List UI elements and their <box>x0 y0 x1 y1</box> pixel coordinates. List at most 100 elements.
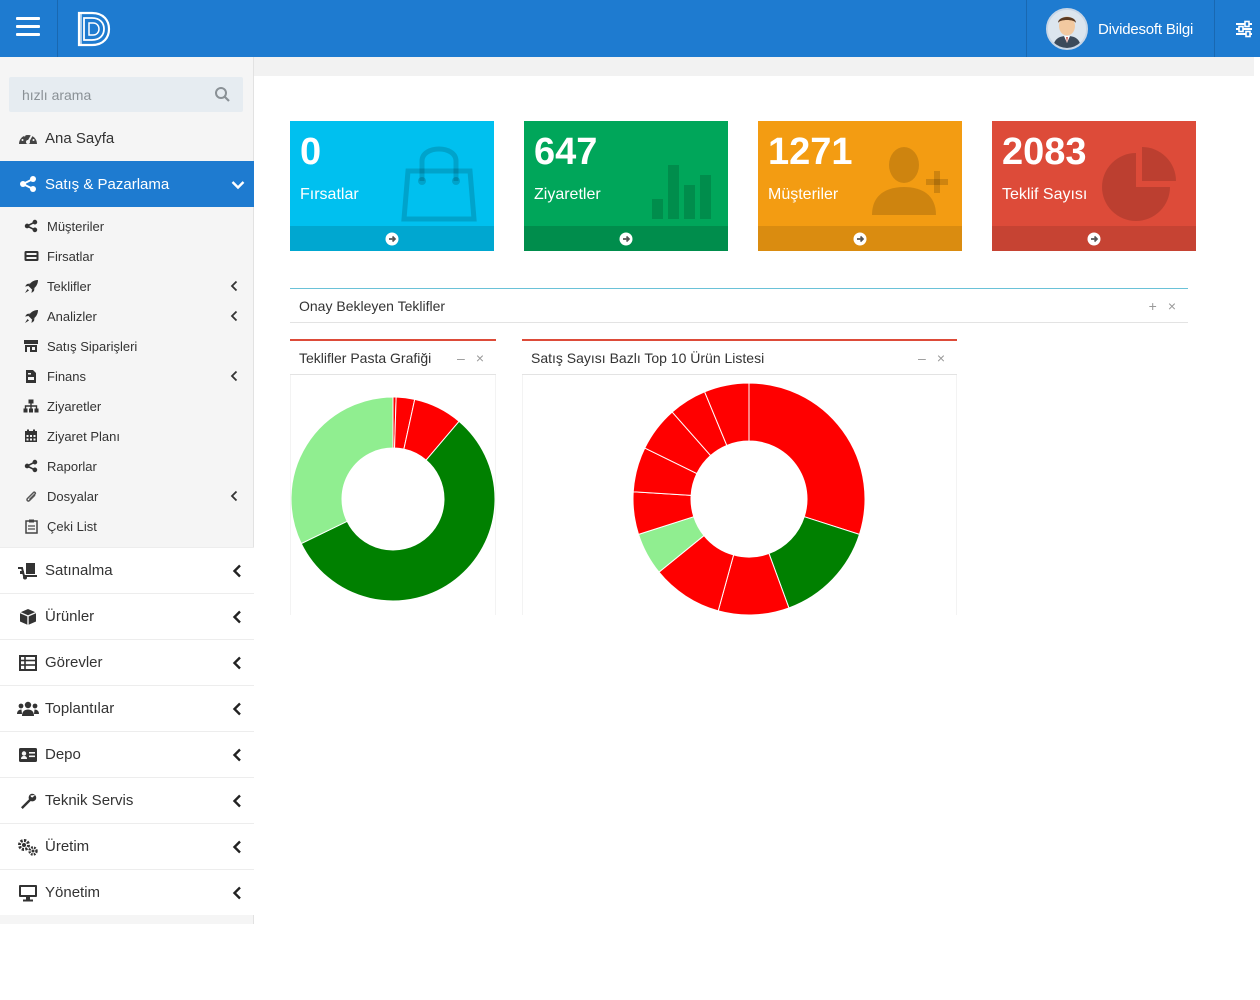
top10-products-body <box>522 375 957 616</box>
sidebar-subitem-label: Teklifler <box>47 278 92 294</box>
rocket-icon <box>23 278 39 294</box>
chevron-left-icon <box>230 370 238 382</box>
donut-slice[interactable] <box>703 382 750 447</box>
desktop-icon <box>17 883 39 903</box>
sidebar-item-label: Ürünler <box>45 608 95 625</box>
arrow-circle-right-icon <box>1087 232 1101 245</box>
dashboard-icon <box>17 128 39 148</box>
sidebar-subitem-reports[interactable]: Raporlar <box>0 451 254 481</box>
chevron-left-icon <box>232 702 241 716</box>
store-icon <box>23 338 39 354</box>
sidebar-item-products[interactable]: Ürünler <box>0 593 254 639</box>
donut-slice[interactable] <box>290 396 394 545</box>
sidebar-subitem-files[interactable]: Dosyalar <box>0 481 254 511</box>
rocket-icon <box>23 308 39 324</box>
sidebar-subitem-finance[interactable]: Finans <box>0 361 254 391</box>
user-menu[interactable]: Dividesoft Bilgi <box>1046 8 1193 50</box>
sidebar-subitem-label: Finans <box>47 368 87 384</box>
sidebar-subitem-sales-orders[interactable]: Satış Siparişleri <box>0 331 254 361</box>
chevron-left-icon <box>232 564 241 578</box>
pie-chart-icon <box>1102 147 1176 221</box>
sidebar-subitem-customers[interactable]: Müşteriler <box>0 211 254 241</box>
avatar <box>1046 8 1088 50</box>
content-header-strip <box>254 57 1254 76</box>
chevron-left-icon <box>230 280 238 292</box>
sidebar-item-tasks[interactable]: Görevler <box>0 639 254 685</box>
navbar-divider <box>57 0 58 57</box>
sidebar: Ana Sayfa Satış & Pazarlama Müşteriler F… <box>0 57 254 924</box>
sidebar-item-label: Toplantılar <box>45 700 115 717</box>
arrow-circle-right-icon <box>619 232 633 245</box>
chevron-left-icon <box>232 794 241 808</box>
sidebar-item-home[interactable]: Ana Sayfa <box>0 115 254 161</box>
close-button[interactable]: × <box>475 349 484 366</box>
share-icon <box>23 218 39 234</box>
calendar-icon <box>23 428 39 444</box>
stat-box-customers: 1271 Müşteriler <box>758 121 962 251</box>
sidebar-subitem-check-list[interactable]: Çeki List <box>0 511 254 541</box>
close-button[interactable]: × <box>1167 297 1176 314</box>
sidebar-item-warehouse[interactable]: Depo <box>0 731 254 777</box>
sidebar-subitem-opportunities[interactable]: Firsatlar <box>0 241 254 271</box>
chevron-left-icon <box>232 748 241 762</box>
sliders-icon[interactable] <box>1234 19 1254 39</box>
minimize-button[interactable]: – <box>457 349 465 366</box>
sidebar-search <box>9 77 243 112</box>
stat-more-info-link[interactable] <box>290 226 494 251</box>
sidebar-item-label: Görevler <box>45 654 103 671</box>
sidebar-item-meetings[interactable]: Toplantılar <box>0 685 254 731</box>
chevron-left-icon <box>232 840 241 854</box>
donut-slice[interactable] <box>300 420 496 602</box>
panel-title: Teklifler Pasta Grafiği <box>299 349 432 366</box>
hamburger-menu-icon[interactable] <box>16 17 40 39</box>
top-navbar: Dividesoft Bilgi <box>0 0 1260 57</box>
shopping-bag-icon <box>401 146 477 222</box>
sidebar-item-label: Teknik Servis <box>45 792 134 809</box>
sidebar-subitem-offers[interactable]: Teklifler <box>0 271 254 301</box>
stat-value: 2083 <box>1002 131 1087 173</box>
dolly-icon <box>17 561 39 581</box>
keyboard-icon <box>23 248 39 264</box>
close-button[interactable]: × <box>936 349 945 366</box>
panel-title: Satış Sayısı Bazlı Top 10 Ürün Listesi <box>531 349 765 366</box>
donut-slice[interactable] <box>748 382 866 536</box>
sidebar-subitem-visit-plan[interactable]: Ziyaret Planı <box>0 421 254 451</box>
wrench-icon <box>17 791 39 811</box>
stat-box-visits: 647 Ziyaretler <box>524 121 728 251</box>
user-plus-icon <box>872 147 948 215</box>
sidebar-subitem-label: Analizler <box>47 308 97 324</box>
search-icon[interactable] <box>214 86 231 103</box>
sidebar-subitem-visits[interactable]: Ziyaretler <box>0 391 254 421</box>
sidebar-subitem-analyses[interactable]: Analizler <box>0 301 254 331</box>
panel-title: Onay Bekleyen Teklifler <box>299 297 446 314</box>
sidebar-item-sales-marketing[interactable]: Satış & Pazarlama <box>0 161 254 207</box>
stat-more-info-link[interactable] <box>758 226 962 251</box>
cogs-icon <box>17 837 39 857</box>
stat-more-info-link[interactable] <box>992 226 1196 251</box>
stat-box-opportunities: 0 Fırsatlar <box>290 121 494 251</box>
sidebar-item-production[interactable]: Üretim <box>0 823 254 869</box>
file-invoice-icon <box>23 368 39 384</box>
sidebar-item-label: Satınalma <box>45 562 113 579</box>
stat-box-offer-count: 2083 Teklif Sayısı <box>992 121 1196 251</box>
dividesoft-logo[interactable] <box>76 10 112 48</box>
sidebar-item-management[interactable]: Yönetim <box>0 869 254 915</box>
sidebar-subitem-label: Raporlar <box>47 458 97 474</box>
sidebar-item-label: Yönetim <box>45 884 101 901</box>
search-input[interactable] <box>9 77 199 112</box>
minimize-button[interactable]: – <box>918 349 926 366</box>
navbar-divider <box>1214 0 1215 57</box>
offers-pie-panel: Teklifler Pasta Grafiği – × <box>290 339 496 375</box>
arrow-circle-right-icon <box>385 232 399 245</box>
stat-value: 1271 <box>768 131 853 173</box>
sidebar-subitem-label: Firsatlar <box>47 248 94 264</box>
sidebar-subitem-label: Çeki List <box>47 518 97 534</box>
sidebar-item-purchasing[interactable]: Satınalma <box>0 547 254 593</box>
bar-chart-icon <box>652 165 711 219</box>
stat-value: 647 <box>534 131 598 173</box>
sidebar-item-technical-service[interactable]: Teknik Servis <box>0 777 254 823</box>
expand-button[interactable]: + <box>1148 297 1157 314</box>
chevron-left-icon <box>232 656 241 670</box>
sidebar-item-label: Depo <box>45 746 81 763</box>
stat-more-info-link[interactable] <box>524 226 728 251</box>
